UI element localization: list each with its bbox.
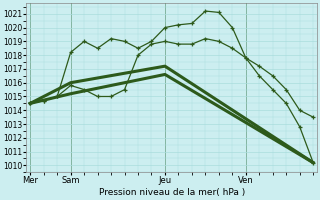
X-axis label: Pression niveau de la mer( hPa ): Pression niveau de la mer( hPa ) — [99, 188, 245, 197]
